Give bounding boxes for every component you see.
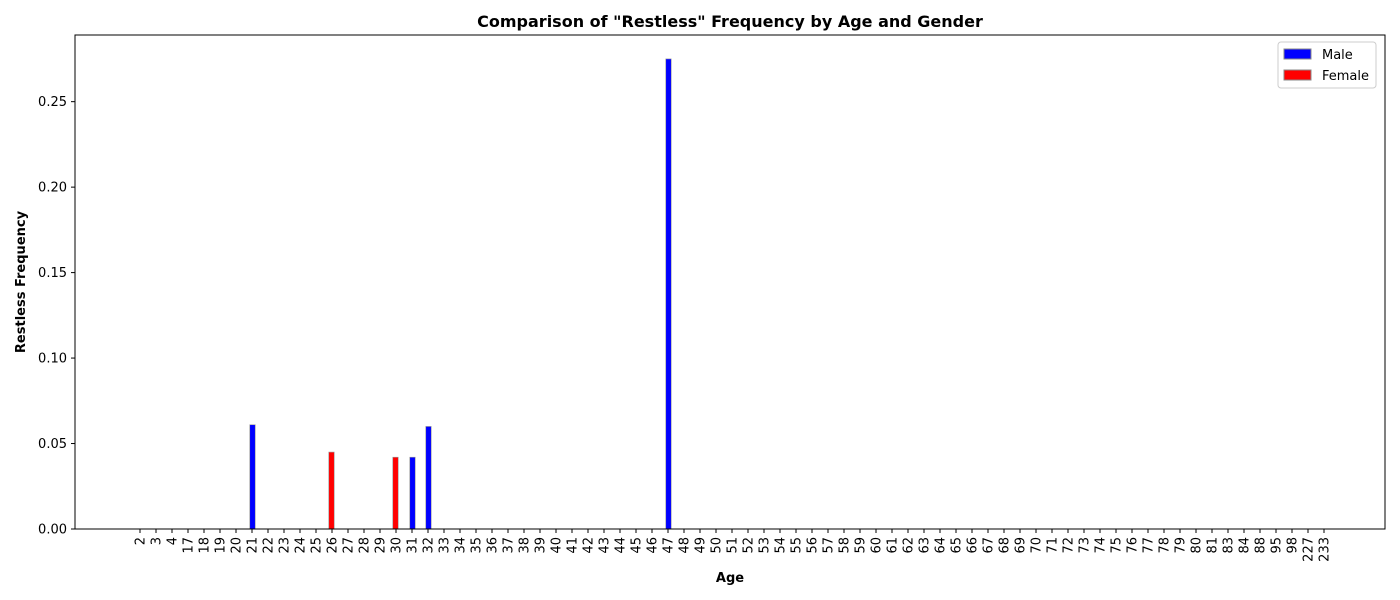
x-tick-label: 38 <box>518 537 533 554</box>
x-tick-label: 64 <box>934 537 949 554</box>
x-tick-label: 57 <box>822 537 837 554</box>
x-tick-label: 36 <box>486 537 501 554</box>
x-tick-label: 98 <box>1286 537 1301 554</box>
x-tick-label: 66 <box>966 537 981 554</box>
y-tick-label: 0.10 <box>38 352 67 367</box>
x-tick-label: 52 <box>742 537 757 554</box>
x-tick-label: 26 <box>326 537 341 554</box>
legend-swatch-male <box>1283 48 1312 60</box>
x-tick-label: 30 <box>390 537 405 554</box>
bar-male <box>425 426 432 530</box>
x-tick-label: 227 <box>1302 537 1317 562</box>
x-tick-label: 80 <box>1190 537 1205 554</box>
x-tick-label: 58 <box>838 537 853 554</box>
x-tick-label: 74 <box>1094 537 1109 554</box>
x-tick-label: 76 <box>1126 537 1141 554</box>
x-tick-label: 23 <box>278 537 293 554</box>
x-tick-label: 78 <box>1158 537 1173 554</box>
y-tick-label: 0.05 <box>38 437 67 452</box>
x-tick-label: 28 <box>358 537 373 554</box>
x-tick-label: 59 <box>854 537 869 554</box>
x-tick-label: 61 <box>886 537 901 554</box>
x-tick-label: 42 <box>582 537 597 554</box>
x-tick-label: 41 <box>566 537 581 554</box>
x-tick-label: 75 <box>1110 537 1125 554</box>
x-tick-label: 48 <box>678 537 693 554</box>
x-tick-label: 70 <box>1030 537 1045 554</box>
x-tick-label: 29 <box>374 537 389 554</box>
x-tick-label: 56 <box>806 537 821 554</box>
x-tick-label: 46 <box>646 537 661 554</box>
bar-male <box>665 58 672 530</box>
legend-swatch-female <box>1283 69 1312 81</box>
x-tick-label: 62 <box>902 537 917 554</box>
y-axis-label: Restless Frequency <box>14 210 29 353</box>
x-tick-label: 67 <box>982 537 997 554</box>
x-tick-label: 83 <box>1222 537 1237 554</box>
x-tick-label: 27 <box>342 537 357 554</box>
y-tick-label: 0.15 <box>38 266 67 281</box>
x-tick-label: 17 <box>182 537 197 554</box>
x-tick-label: 37 <box>502 537 517 554</box>
x-tick-label: 55 <box>790 537 805 554</box>
x-tick-label: 3 <box>150 537 165 545</box>
x-tick-label: 24 <box>294 537 309 554</box>
x-tick-label: 63 <box>918 537 933 554</box>
y-tick-label: 0.20 <box>38 181 67 196</box>
bar-female <box>328 451 335 530</box>
x-tick-label: 18 <box>198 537 213 554</box>
x-tick-label: 40 <box>550 537 565 554</box>
x-tick-label: 53 <box>758 537 773 554</box>
y-tick-label: 0.00 <box>38 523 67 538</box>
x-tick-label: 50 <box>710 537 725 554</box>
x-tick-label: 44 <box>614 537 629 554</box>
x-tick-label: 233 <box>1318 537 1333 562</box>
chart-title: Comparison of "Restless" Frequency by Ag… <box>477 12 983 31</box>
x-tick-label: 69 <box>1014 537 1029 554</box>
x-tick-label: 65 <box>950 537 965 554</box>
legend-label-female: Female <box>1322 69 1369 84</box>
x-tick-label: 51 <box>726 537 741 554</box>
x-tick-label: 20 <box>230 537 245 554</box>
x-tick-label: 71 <box>1046 537 1061 554</box>
y-tick-label: 0.25 <box>38 95 67 110</box>
bar-female <box>392 456 399 530</box>
x-tick-label: 32 <box>422 537 437 554</box>
x-tick-label: 21 <box>246 537 261 554</box>
x-tick-label: 72 <box>1062 537 1077 554</box>
x-tick-label: 2 <box>134 537 149 545</box>
x-tick-label: 95 <box>1270 537 1285 554</box>
x-tick-label: 60 <box>870 537 885 554</box>
x-tick-label: 4 <box>166 537 181 545</box>
x-tick-label: 45 <box>630 537 645 554</box>
plot-frame <box>74 34 1386 530</box>
x-tick-label: 54 <box>774 537 789 554</box>
x-tick-label: 81 <box>1206 537 1221 554</box>
x-tick-label: 88 <box>1254 537 1269 554</box>
x-tick-label: 22 <box>262 537 277 554</box>
x-tick-label: 33 <box>438 537 453 554</box>
x-tick-label: 19 <box>214 537 229 554</box>
x-tick-label: 47 <box>662 537 677 554</box>
x-tick-label: 43 <box>598 537 613 554</box>
x-tick-label: 49 <box>694 537 709 554</box>
plot-area: 0.000.050.100.150.200.252 3 4 17 18 19 20 21 22 2… <box>38 58 1333 562</box>
bar-male <box>409 456 416 530</box>
legend: Male Female <box>1277 41 1377 89</box>
x-tick-label: 39 <box>534 537 549 554</box>
x-tick-label: 34 <box>454 537 469 554</box>
x-tick-label: 31 <box>406 537 421 554</box>
x-axis-label: Age <box>716 571 744 586</box>
x-tick-label: 68 <box>998 537 1013 554</box>
x-tick-label: 35 <box>470 537 485 554</box>
x-tick-label: 25 <box>310 537 325 554</box>
x-tick-label: 77 <box>1142 537 1157 554</box>
bar-male <box>249 424 256 530</box>
x-tick-label: 79 <box>1174 537 1189 554</box>
x-tick-label: 84 <box>1238 537 1253 554</box>
x-tick-label: 73 <box>1078 537 1093 554</box>
legend-label-male: Male <box>1322 48 1353 63</box>
